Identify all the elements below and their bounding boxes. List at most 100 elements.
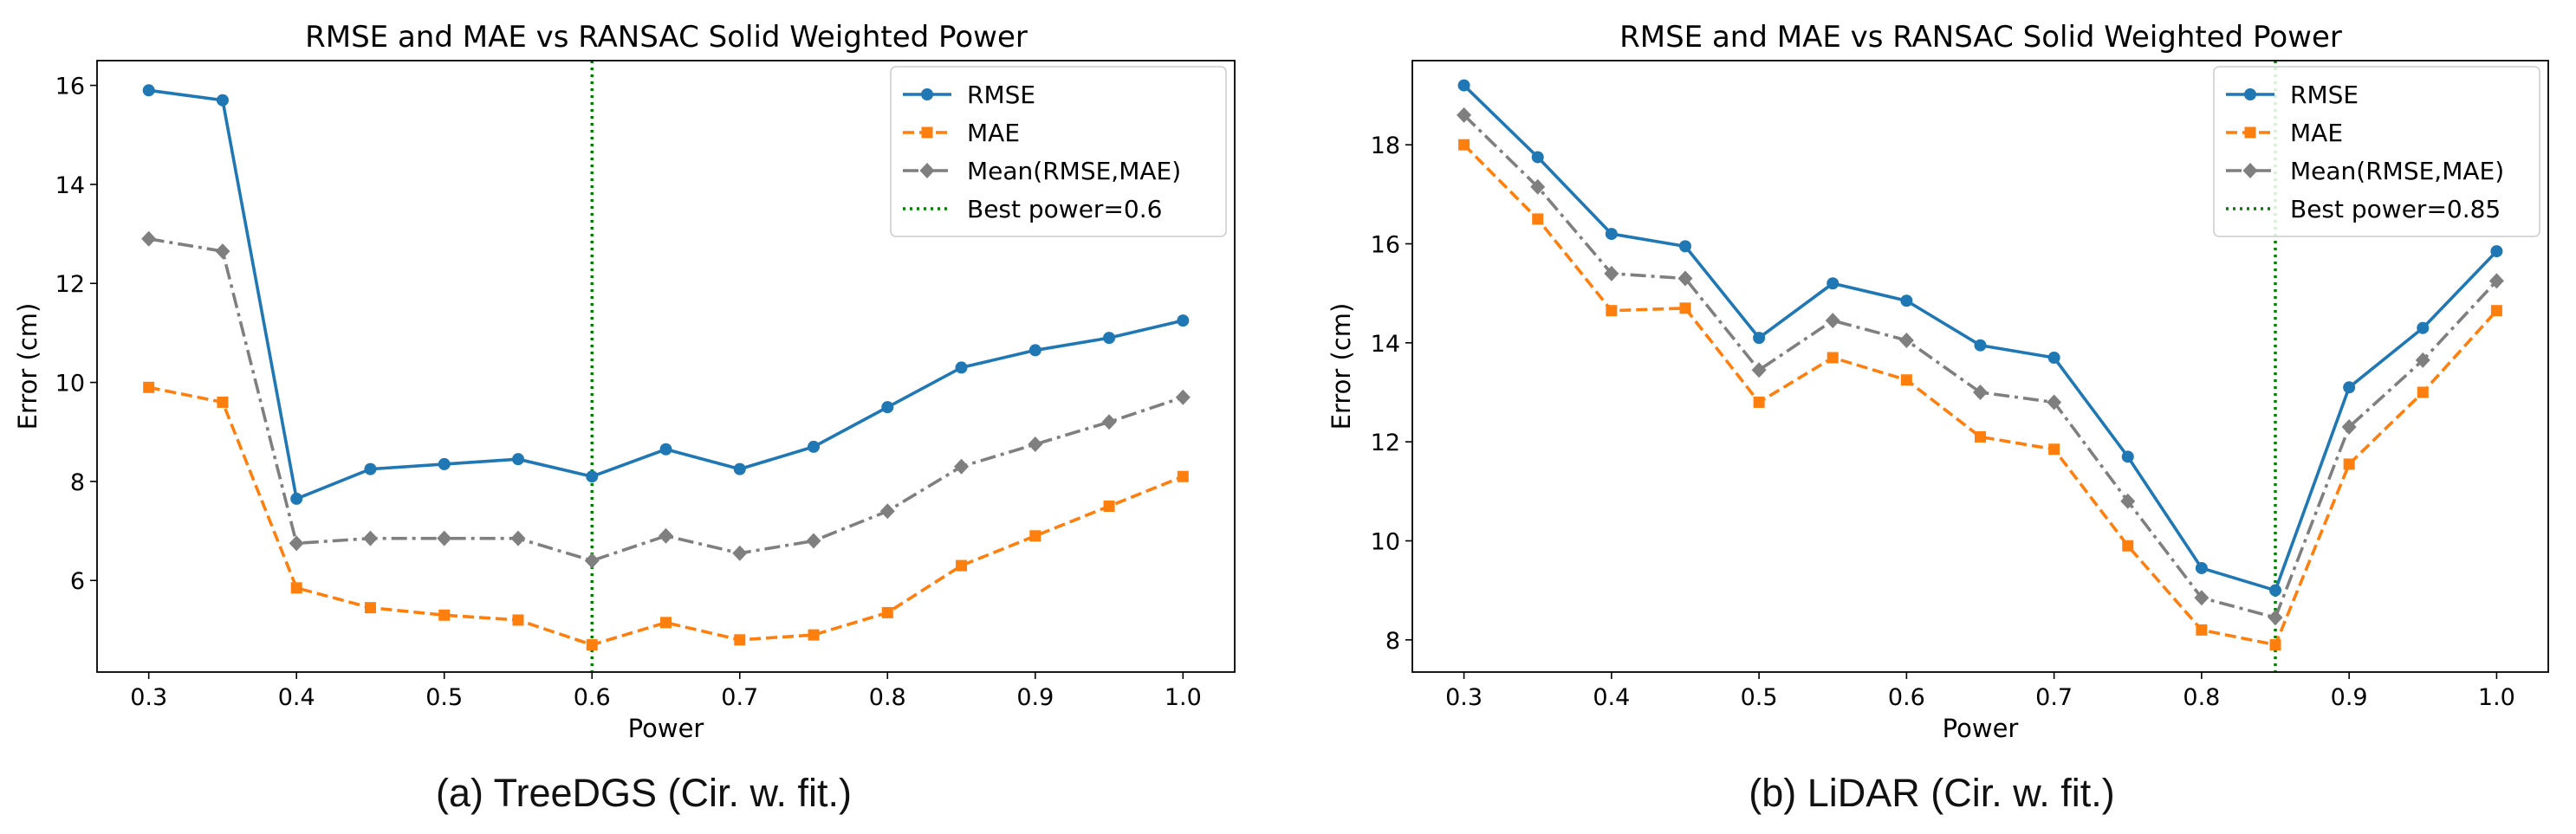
data-point-rmse xyxy=(2343,381,2356,394)
legend-box xyxy=(890,66,1227,237)
data-point-mean-rmse-mae xyxy=(1530,178,1546,195)
data-point-mae xyxy=(512,614,524,626)
data-point-rmse xyxy=(290,492,303,505)
legend: RMSE MAE Mean(RMSE,MAE) Best power=0.6 xyxy=(890,66,1227,237)
data-point-mean-rmse-mae xyxy=(2047,394,2062,411)
series-line-mae xyxy=(1463,143,2498,647)
legend-label: MAE xyxy=(967,119,1020,147)
data-point-rmse xyxy=(438,457,451,470)
data-point-mae xyxy=(1103,500,1115,512)
data-point-mae xyxy=(586,639,598,651)
y-tick-label: 12 xyxy=(55,271,85,298)
legend: RMSE MAE Mean(RMSE,MAE) Best power=0.85 xyxy=(2213,66,2540,237)
data-point-rmse xyxy=(1753,332,1766,345)
data-point-rmse xyxy=(659,443,672,456)
data-point-mean-rmse-mae xyxy=(879,503,895,520)
legend-marker xyxy=(2244,126,2256,139)
data-point-rmse xyxy=(1827,277,1840,290)
data-point-mean-rmse-mae xyxy=(2341,419,2357,436)
data-point-mae xyxy=(2343,458,2355,470)
data-point-rmse xyxy=(142,84,155,97)
legend-label: Best power=0.85 xyxy=(2290,195,2501,223)
y-tick-label: 16 xyxy=(55,74,85,100)
series-line-mean-rmse-mae xyxy=(148,237,1184,563)
data-point-mean-rmse-mae xyxy=(1604,265,1619,281)
data-point-rmse xyxy=(2121,450,2134,463)
series-mae xyxy=(143,381,1189,651)
series-mean-rmse-mae xyxy=(141,230,1191,569)
data-point-mean-rmse-mae xyxy=(2120,493,2136,509)
y-tick-label: 18 xyxy=(1371,133,1400,159)
series-line-mae xyxy=(148,385,1184,647)
data-point-rmse xyxy=(511,453,524,466)
data-point-mean-rmse-mae xyxy=(215,243,230,260)
data-point-mae xyxy=(1177,470,1189,482)
x-tick-label: 1.0 xyxy=(2478,684,2515,711)
data-point-mae xyxy=(1900,374,1912,386)
x-tick-label: 0.6 xyxy=(574,684,611,711)
data-point-mae xyxy=(956,559,968,572)
series-mae xyxy=(1458,139,2502,651)
chart-title: RMSE and MAE vs RANSAC Solid Weighted Po… xyxy=(305,20,1028,55)
data-point-rmse xyxy=(1531,151,1544,164)
data-point-mean-rmse-mae xyxy=(1825,313,1840,329)
data-point-mae xyxy=(143,381,155,393)
data-point-mae xyxy=(438,609,451,621)
data-point-mae xyxy=(2490,305,2502,317)
x-axis-label: Power xyxy=(1943,714,2019,743)
x-tick-label: 0.6 xyxy=(1888,684,1925,711)
legend-marker xyxy=(919,163,935,178)
data-point-rmse xyxy=(1103,332,1116,345)
series-rmse xyxy=(1457,79,2503,597)
legend-label: RMSE xyxy=(2290,81,2359,109)
series-mean-rmse-mae xyxy=(1457,107,2504,626)
data-point-mae xyxy=(217,396,229,408)
data-point-rmse xyxy=(2490,245,2503,258)
data-point-mae xyxy=(1679,302,1691,314)
data-point-mae xyxy=(2048,443,2060,456)
data-point-mean-rmse-mae xyxy=(806,533,821,549)
data-point-rmse xyxy=(216,94,229,107)
x-tick-label: 0.4 xyxy=(1593,684,1630,711)
data-point-rmse xyxy=(1177,314,1190,327)
legend-marker xyxy=(921,126,933,139)
y-tick-label: 16 xyxy=(1371,232,1400,259)
legend-marker xyxy=(2244,88,2256,100)
data-point-mae xyxy=(364,602,376,614)
y-tick-label: 14 xyxy=(1371,331,1400,358)
data-point-mean-rmse-mae xyxy=(2488,273,2504,289)
chart-panel-a: RMSE and MAE vs RANSAC Solid Weighted Po… xyxy=(13,20,1236,815)
data-point-rmse xyxy=(881,401,894,414)
data-point-mae xyxy=(1029,530,1041,542)
y-tick-label: 6 xyxy=(70,568,85,595)
x-tick-label: 0.3 xyxy=(130,684,167,711)
plot-frame xyxy=(96,60,1236,673)
data-point-mae xyxy=(734,634,746,646)
data-point-mean-rmse-mae xyxy=(954,458,970,475)
series-rmse xyxy=(142,84,1190,505)
data-point-mean-rmse-mae xyxy=(1028,436,1043,453)
x-tick-label: 1.0 xyxy=(1165,684,1202,711)
y-axis-label: Error (cm) xyxy=(1327,303,1356,430)
data-point-mae xyxy=(2196,624,2208,636)
x-tick-label: 0.8 xyxy=(869,684,906,711)
series-line-mean-rmse-mae xyxy=(1463,113,2498,619)
legend-marker xyxy=(921,88,933,100)
chart-b: RMSE and MAE vs RANSAC Solid Weighted Po… xyxy=(1327,20,2549,743)
data-point-mean-rmse-mae xyxy=(1101,414,1117,430)
x-tick-label: 0.4 xyxy=(278,684,315,711)
data-point-mean-rmse-mae xyxy=(1973,385,1988,401)
data-point-mae xyxy=(1532,213,1544,225)
x-tick-label: 0.7 xyxy=(721,684,758,711)
x-tick-label: 0.5 xyxy=(425,684,463,711)
data-point-mae xyxy=(808,629,820,641)
data-point-mean-rmse-mae xyxy=(2415,352,2430,368)
legend-box xyxy=(2213,66,2540,237)
data-point-mae xyxy=(1606,305,1618,317)
data-point-mae xyxy=(1753,396,1765,408)
data-point-rmse xyxy=(1028,344,1041,357)
data-point-mean-rmse-mae xyxy=(362,530,378,546)
legend-label: MAE xyxy=(2290,119,2343,147)
data-point-mae xyxy=(2417,386,2429,398)
plot-frame xyxy=(1411,60,2549,673)
